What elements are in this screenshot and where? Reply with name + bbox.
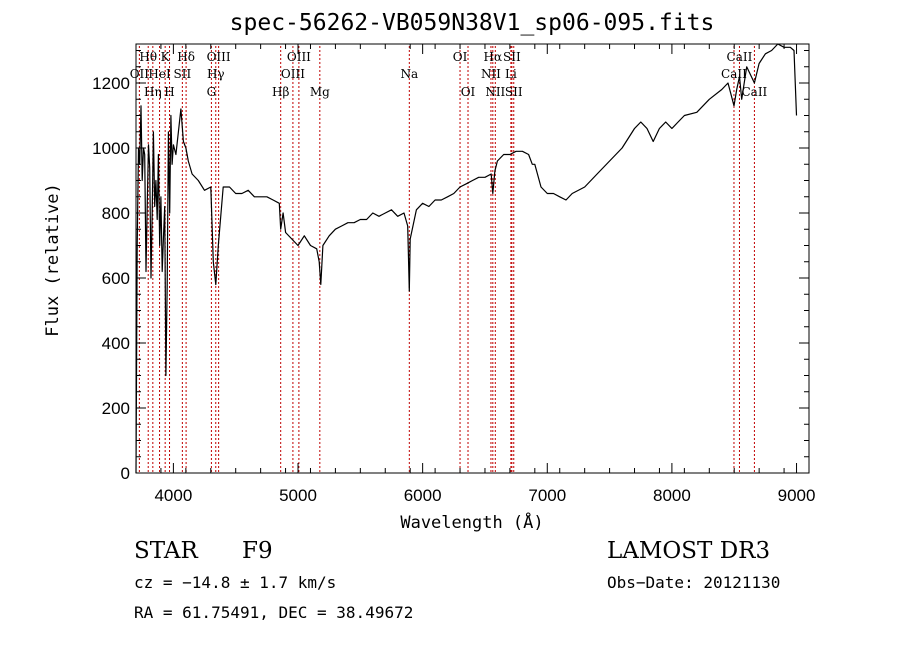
line-marker-label: K	[161, 50, 171, 64]
object-class: STAR	[134, 538, 198, 564]
x-axis-label: Wavelength (Å)	[400, 511, 543, 533]
x-tick-label: 8000	[653, 486, 691, 505]
redshift-velocity: cz = −14.8 ± 1.7 km/s	[134, 573, 337, 592]
line-marker-label: Hβ	[272, 85, 289, 99]
line-marker-label: OI	[461, 85, 476, 99]
line-marker-label: SII	[174, 67, 192, 81]
survey-name: LAMOST DR3	[607, 538, 771, 564]
x-tick-label: 4000	[154, 486, 192, 505]
line-marker-label: CaII	[721, 67, 747, 81]
y-tick-label: 600	[102, 269, 130, 288]
axis-tick-labels: 4000 5000 6000 7000 8000 9000 0 200 400 600 800 100…	[92, 74, 815, 505]
y-tick-label: 800	[102, 204, 130, 223]
line-marker-label: CaII	[727, 50, 753, 64]
line-marker-label: OII	[130, 67, 150, 81]
line-marker-label: OIII	[281, 67, 305, 81]
line-marker-label: Hα	[484, 50, 503, 64]
line-marker-label: CaII	[741, 85, 767, 99]
y-axis-label: Flux (relative)	[43, 183, 63, 337]
line-marker-label: Na	[400, 67, 418, 81]
line-marker-label: Hγ	[207, 67, 225, 81]
y-tick-label: 1200	[92, 74, 130, 93]
line-marker-label: NII	[485, 85, 505, 99]
line-marker-label: SII	[503, 50, 521, 64]
line-marker-label: HeI	[148, 67, 171, 81]
line-marker-label: G	[207, 85, 217, 99]
x-tick-label: 6000	[404, 486, 442, 505]
line-marker-label: Hθ	[139, 50, 157, 64]
line-marker-label: NII	[481, 67, 501, 81]
line-marker-label: Li	[505, 67, 517, 81]
spectrum-line	[135, 43, 798, 474]
line-marker-group	[138, 46, 755, 473]
x-tick-label: 7000	[528, 486, 566, 505]
y-tick-label: 200	[102, 399, 130, 418]
line-marker-label: Mg	[310, 85, 330, 99]
observation-date: Obs−Date: 20121130	[607, 573, 781, 592]
spectral-subclass: F9	[242, 538, 273, 564]
spectrum-series	[135, 43, 798, 474]
y-tick-label: 400	[102, 334, 130, 353]
x-tick-label: 9000	[778, 486, 816, 505]
plot-frame	[135, 43, 810, 474]
line-marker-label: OI	[453, 50, 468, 64]
y-tick-label: 1000	[92, 139, 130, 158]
line-marker-label: OIII	[207, 50, 231, 64]
line-marker-label: H	[164, 85, 174, 99]
x-tick-label: 5000	[279, 486, 317, 505]
chart-title: spec-56262-VB059N38V1_sp06-095.fits	[230, 10, 715, 36]
line-marker-label: Hδ	[177, 50, 195, 64]
sky-coordinates: RA = 61.75491, DEC = 38.49672	[134, 603, 414, 622]
line-marker-label: Hη	[144, 85, 162, 99]
line-marker-label: OIII	[287, 50, 311, 64]
y-tick-label: 0	[121, 464, 130, 483]
line-marker-label: SII	[505, 85, 523, 99]
axis-ticks	[135, 44, 810, 474]
